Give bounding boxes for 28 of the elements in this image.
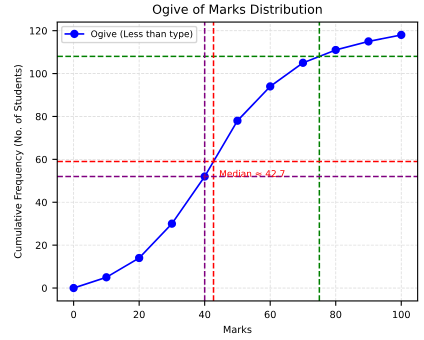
x-tick-label: 60: [264, 310, 276, 318]
point: [332, 46, 340, 54]
y-tick-label: 40: [36, 198, 47, 206]
x-tick-label: 100: [393, 310, 410, 318]
x-tick-label: 0: [71, 310, 76, 318]
point: [266, 82, 274, 91]
point: [233, 116, 242, 125]
y-tick-label: 100: [30, 70, 47, 78]
x-tick-label: 20: [134, 310, 145, 318]
y-tick-label: 80: [36, 112, 47, 120]
y-tick-label: 0: [42, 284, 47, 292]
chart-title: Ogive of Marks Distribution: [152, 4, 322, 16]
y-tick-label: 60: [36, 156, 47, 164]
y-tick-label: 20: [36, 242, 47, 249]
point: [69, 284, 78, 292]
point: [397, 30, 406, 40]
legend-label: Ogive (Less than type): [91, 30, 192, 39]
x-tick-label: 40: [198, 310, 210, 318]
y-tick-label: 120: [30, 27, 47, 35]
point: [298, 58, 308, 68]
annotation: Median ≈ 42.7: [220, 170, 285, 177]
point: [364, 37, 373, 46]
point: [134, 254, 144, 262]
x-axis-title: Marks: [224, 326, 252, 334]
point: [102, 273, 111, 282]
y-axis-title: Cumulative Frequency (No. of Students): [14, 65, 24, 258]
x-tick-label: 80: [330, 310, 342, 318]
point: [168, 220, 176, 228]
